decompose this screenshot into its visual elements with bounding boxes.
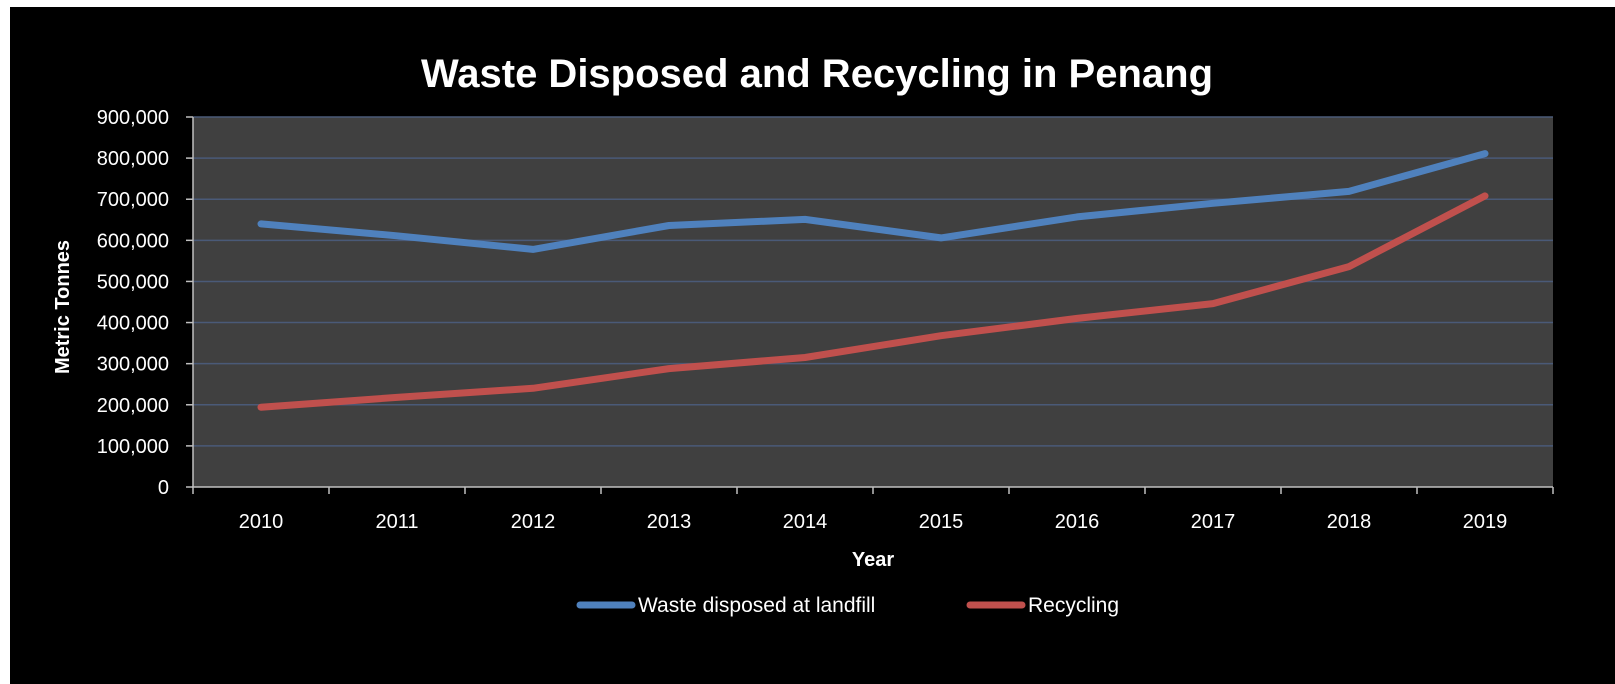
y-tick-label: 500,000 bbox=[97, 271, 169, 293]
x-tick-label: 2013 bbox=[647, 511, 692, 533]
data-point bbox=[667, 223, 671, 228]
series-line-2 bbox=[257, 192, 1489, 411]
data-point bbox=[1075, 316, 1079, 321]
data-point bbox=[1075, 214, 1079, 219]
x-tick-label: 2014 bbox=[783, 511, 828, 533]
x-tick-label: 2012 bbox=[511, 511, 556, 533]
x-tick-label: 2016 bbox=[1055, 511, 1100, 533]
data-point bbox=[1347, 189, 1351, 194]
legend: Waste disposed at landfill Recycling bbox=[576, 594, 1119, 617]
data-point bbox=[531, 386, 535, 391]
x-tick-label: 2019 bbox=[1463, 511, 1508, 533]
series-line-1 bbox=[257, 150, 1489, 253]
data-point bbox=[667, 366, 671, 371]
x-tick-label: 2011 bbox=[375, 511, 418, 533]
y-tick-label: 600,000 bbox=[97, 230, 169, 252]
data-point bbox=[1211, 301, 1215, 306]
y-tick-label: 0 bbox=[158, 477, 169, 499]
plot-area bbox=[193, 117, 1553, 487]
y-tick-label: 800,000 bbox=[97, 148, 169, 170]
legend-label: Recycling bbox=[1028, 594, 1119, 617]
data-point bbox=[939, 333, 943, 338]
data-point bbox=[259, 221, 263, 226]
x-axis-ticks: 2010 2011 2012 2013 2014 2015 2016 2017 2018 2019 bbox=[192, 487, 1554, 533]
legend-label: Waste disposed at landfill bbox=[638, 594, 875, 617]
data-point bbox=[803, 217, 807, 222]
line-chart: 0 100,000 200,000 300,000 400,000 500,000 600,… bbox=[52, 52, 1554, 617]
data-point bbox=[1483, 193, 1487, 198]
y-tick-label: 100,000 bbox=[97, 436, 169, 458]
y-tick-label: 300,000 bbox=[97, 354, 169, 376]
data-point bbox=[939, 235, 943, 240]
x-tick-label: 2015 bbox=[919, 511, 964, 533]
y-tick-label: 400,000 bbox=[97, 313, 169, 335]
data-point bbox=[395, 395, 399, 400]
x-tick-label: 2018 bbox=[1327, 511, 1372, 533]
y-axis-ticks: 0 100,000 200,000 300,000 400,000 500,000 600,… bbox=[97, 107, 193, 499]
data-point bbox=[1211, 201, 1215, 206]
data-point bbox=[1483, 151, 1487, 156]
chart-title: Waste Disposed and Recycling in Penang bbox=[421, 52, 1213, 96]
data-point bbox=[1347, 264, 1351, 269]
y-tick-label: 700,000 bbox=[97, 189, 169, 211]
y-axis-title: Metric Tonnes bbox=[52, 240, 74, 374]
data-point bbox=[803, 355, 807, 360]
data-point bbox=[531, 247, 535, 252]
x-axis-title: Year bbox=[852, 549, 894, 571]
data-point bbox=[395, 233, 399, 238]
series-lines bbox=[257, 150, 1489, 411]
x-tick-label: 2010 bbox=[239, 511, 284, 533]
x-tick-label: 2017 bbox=[1191, 511, 1236, 533]
y-tick-label: 900,000 bbox=[97, 107, 169, 129]
data-point bbox=[259, 405, 263, 410]
y-tick-label: 200,000 bbox=[97, 395, 169, 417]
chart-frame: 0 100,000 200,000 300,000 400,000 500,000 600,… bbox=[10, 7, 1615, 684]
